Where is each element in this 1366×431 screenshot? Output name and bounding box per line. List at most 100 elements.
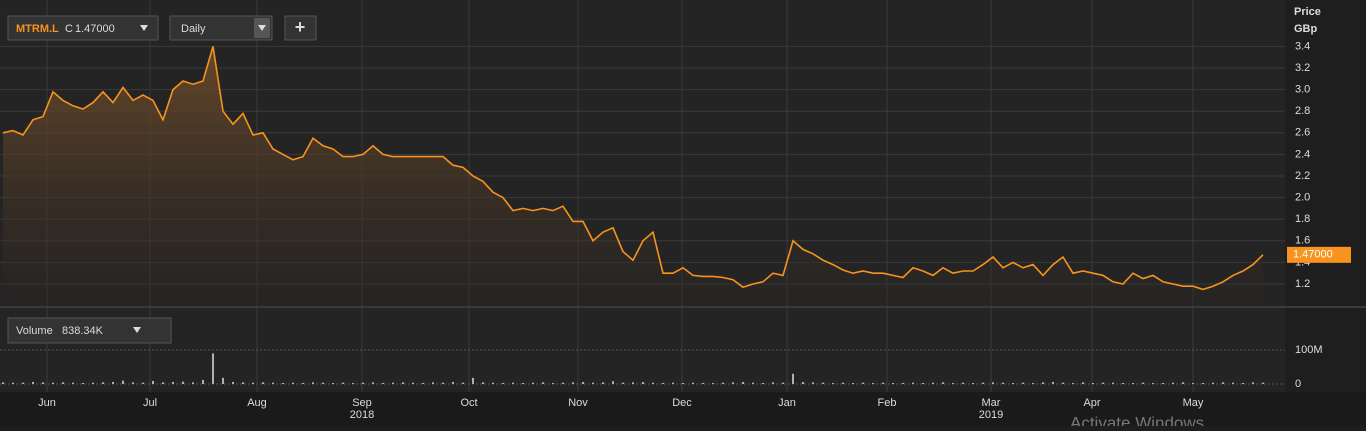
volume-bar xyxy=(282,382,284,384)
volume-bar xyxy=(1102,382,1104,384)
volume-bar xyxy=(72,382,74,384)
volume-bar xyxy=(372,382,374,384)
volume-bar xyxy=(792,373,794,384)
volume-bar xyxy=(402,382,404,384)
volume-bar xyxy=(242,382,244,384)
volume-bar xyxy=(942,382,944,384)
volume-bar xyxy=(922,382,924,384)
volume-bar xyxy=(682,382,684,384)
volume-bar xyxy=(952,382,954,384)
volume-bar xyxy=(1062,382,1064,384)
x-tick-label: Mar xyxy=(982,397,1001,409)
volume-bar xyxy=(692,382,694,384)
volume-bar xyxy=(152,380,154,384)
volume-bar xyxy=(1202,382,1204,384)
x-tick-label: Feb xyxy=(878,397,897,409)
volume-bar xyxy=(612,381,614,384)
volume-panel xyxy=(0,308,1285,392)
volume-bar xyxy=(342,382,344,384)
dropdown-arrow[interactable] xyxy=(133,327,141,333)
x-tick-label: Nov xyxy=(568,397,588,409)
volume-bar xyxy=(302,382,304,384)
y-tick-label: 1.6 xyxy=(1295,235,1310,247)
volume-bar xyxy=(822,382,824,384)
volume-bar xyxy=(712,382,714,384)
x-tick-label: Jan xyxy=(778,397,796,409)
volume-bar xyxy=(742,381,744,384)
x-axis-strip xyxy=(0,392,1366,426)
volume-bar xyxy=(52,382,54,384)
volume-bar xyxy=(42,382,44,384)
volume-bar xyxy=(122,380,124,384)
volume-bar xyxy=(762,382,764,384)
volume-bar xyxy=(502,382,504,384)
volume-bar xyxy=(132,382,134,384)
volume-bar xyxy=(842,382,844,384)
volume-bar xyxy=(512,382,514,384)
volume-bar xyxy=(182,381,184,384)
add-icon: + xyxy=(295,17,306,37)
dropdown-arrow[interactable] xyxy=(140,25,148,31)
interval: Daily xyxy=(181,23,206,35)
close-value: 1.47000 xyxy=(75,23,115,35)
volume-bar xyxy=(1112,382,1114,384)
x-tick-label: Apr xyxy=(1083,397,1100,409)
y-tick-label: 2.2 xyxy=(1295,170,1310,182)
volume-bar xyxy=(782,382,784,384)
volume-bar xyxy=(962,382,964,384)
volume-bar xyxy=(452,381,454,384)
volume-bar xyxy=(582,381,584,384)
volume-bar xyxy=(162,382,164,384)
symbol-box[interactable] xyxy=(7,15,159,41)
y-tick-label: 2.0 xyxy=(1295,192,1310,204)
volume-bar xyxy=(1252,382,1254,384)
volume-bar xyxy=(222,377,224,384)
volume-bar xyxy=(562,382,564,384)
volume-bar xyxy=(442,382,444,384)
price-line xyxy=(2,46,1264,291)
volume-bar xyxy=(362,382,364,384)
y-axis-title: Price xyxy=(1294,6,1321,18)
volume-bar xyxy=(1132,382,1134,384)
last-price-tag xyxy=(1287,246,1351,263)
volume-current: 838.34K xyxy=(62,325,104,337)
volume-bar xyxy=(352,382,354,384)
volume-bar xyxy=(872,382,874,384)
volume-bar xyxy=(432,382,434,384)
volume-box[interactable] xyxy=(7,317,172,344)
add-button[interactable] xyxy=(284,15,317,41)
volume-bar xyxy=(102,382,104,384)
y-tick-label: 1.8 xyxy=(1295,213,1310,225)
volume-bar xyxy=(422,382,424,384)
x-tick-label: Aug xyxy=(247,397,267,409)
volume-bar xyxy=(802,381,804,384)
volume-bar xyxy=(1082,382,1084,384)
volume-bar xyxy=(1232,382,1234,384)
volume-bar xyxy=(1142,382,1144,384)
volume-bar xyxy=(662,382,664,384)
y-tick-label: 3.2 xyxy=(1295,62,1310,74)
volume-bar xyxy=(992,382,994,384)
volume-bar xyxy=(82,382,84,384)
y-tick-label: 2.4 xyxy=(1295,148,1310,160)
volume-bar xyxy=(1012,382,1014,384)
volume-bar xyxy=(892,382,894,384)
volume-bar xyxy=(2,382,4,384)
volume-bar xyxy=(112,381,114,384)
volume-bar xyxy=(592,382,594,384)
x-tick-label: Oct xyxy=(460,397,477,409)
volume-bar xyxy=(702,382,704,384)
volume-bar xyxy=(412,382,414,384)
volume-bar xyxy=(1022,382,1024,384)
volume-bar xyxy=(732,382,734,384)
volume-bar xyxy=(1242,382,1244,384)
x-tick-label: May xyxy=(1183,397,1204,409)
volume-bar xyxy=(632,382,634,384)
y-tick-label: 100M xyxy=(1295,344,1323,356)
year-label: 2018 xyxy=(350,409,374,421)
x-tick-label: Sep xyxy=(352,397,372,409)
volume-bar xyxy=(1042,382,1044,384)
volume-bar xyxy=(92,382,94,384)
